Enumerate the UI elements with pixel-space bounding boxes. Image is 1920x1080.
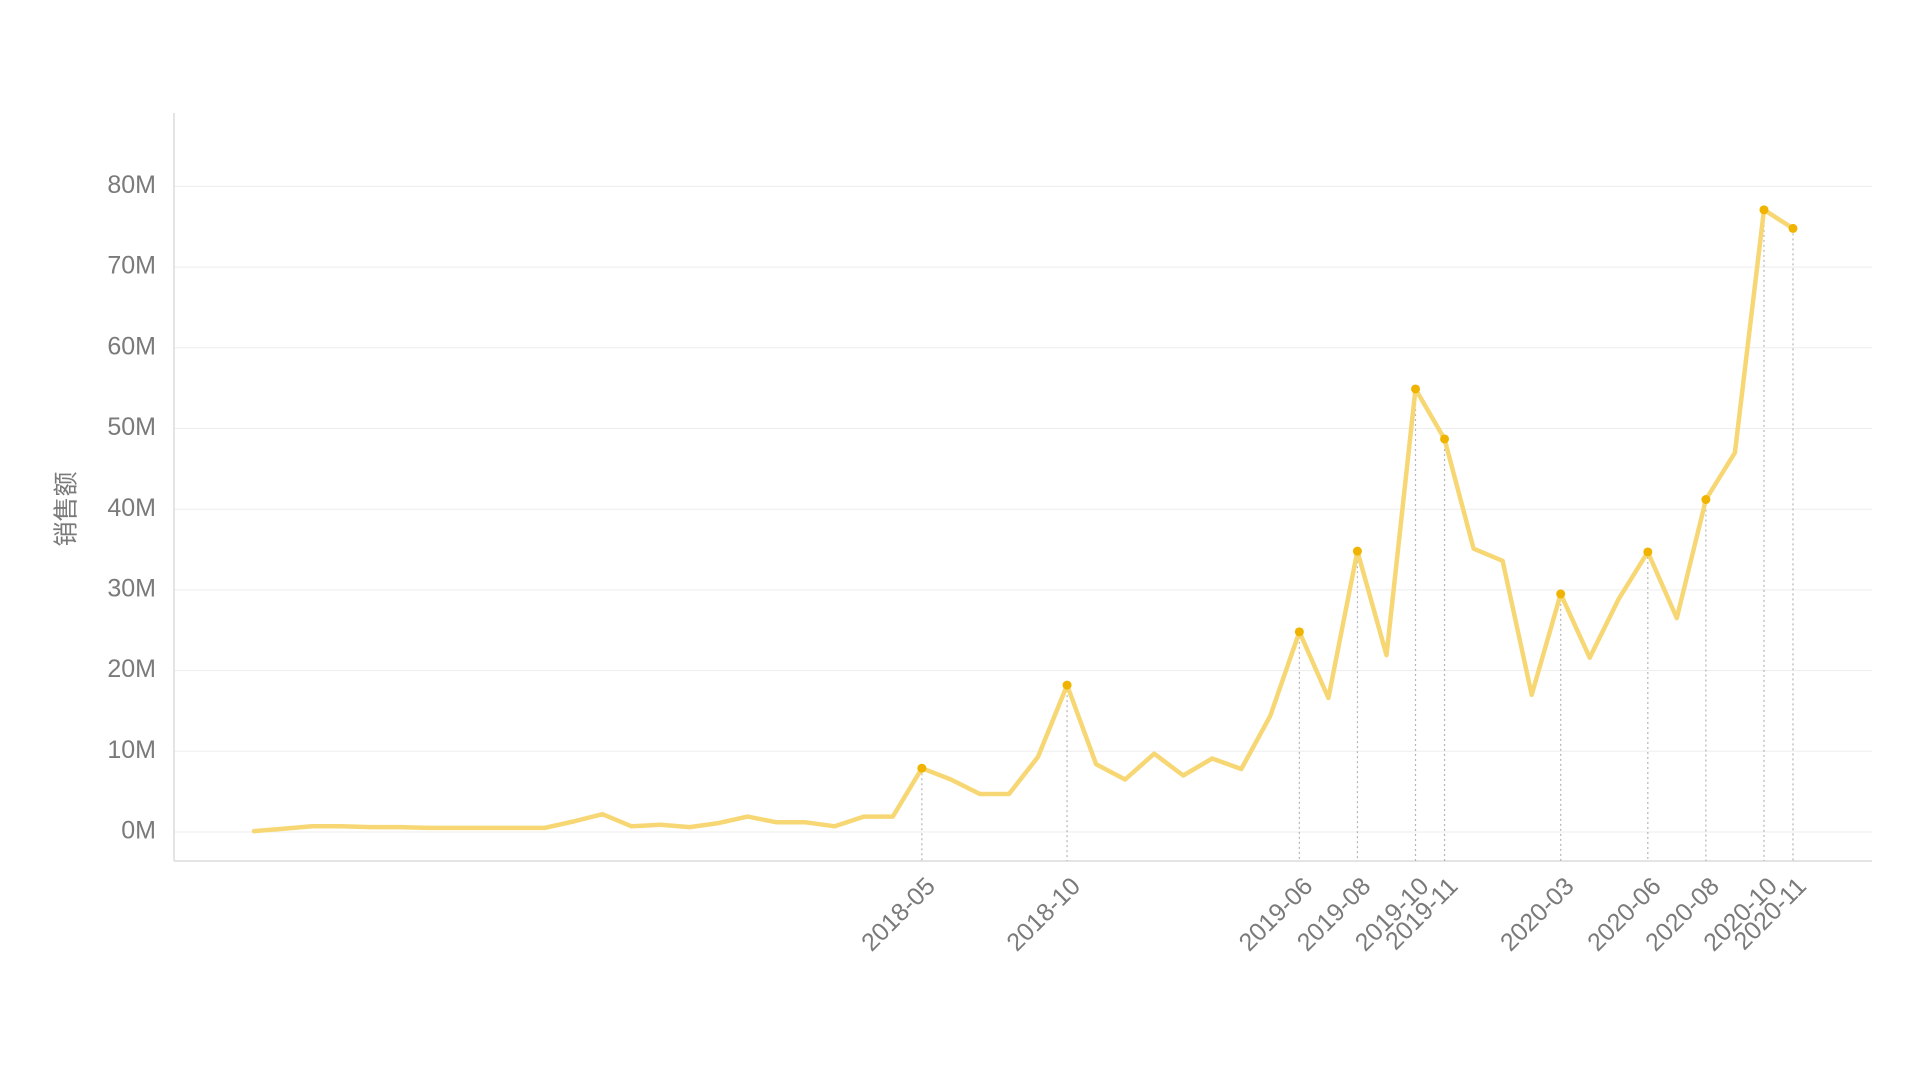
- data-point: [1062, 680, 1072, 690]
- y-tick-label: 40M: [107, 494, 156, 522]
- data-point: [1440, 434, 1450, 444]
- y-tick-label: 50M: [107, 413, 156, 441]
- x-tick-label: 2018-10: [1001, 872, 1086, 957]
- x-tick-label: 2018-05: [856, 872, 941, 957]
- data-point: [1788, 223, 1798, 233]
- y-tick-label: 80M: [107, 171, 156, 199]
- data-point: [1411, 384, 1421, 394]
- data-point: [1701, 495, 1711, 505]
- y-tick-label: 60M: [107, 332, 156, 360]
- y-tick-label: 70M: [107, 252, 156, 280]
- data-point: [1759, 205, 1769, 215]
- y-tick-label: 0M: [121, 817, 156, 845]
- x-tick-label: 2020-03: [1495, 872, 1580, 957]
- y-axis-label: 销售额: [53, 471, 81, 546]
- data-point: [1556, 589, 1566, 599]
- data-point: [1643, 547, 1653, 557]
- data-line: [251, 207, 1796, 834]
- y-tick-label: 30M: [107, 574, 156, 602]
- data-point: [1294, 627, 1304, 637]
- data-point: [1352, 546, 1362, 556]
- y-tick-label: 20M: [107, 655, 156, 683]
- data-point: [917, 763, 927, 773]
- y-tick-label: 10M: [107, 736, 156, 764]
